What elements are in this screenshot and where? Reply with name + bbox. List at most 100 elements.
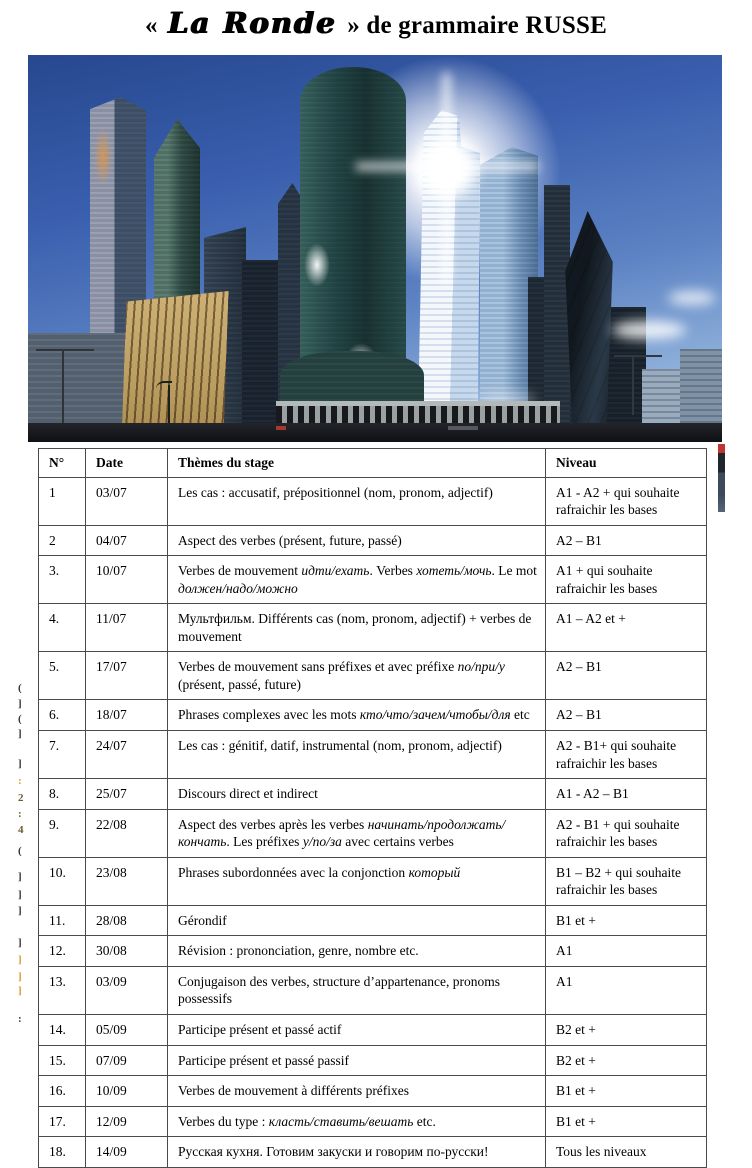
cell-date: 30/08 xyxy=(85,935,168,967)
cell-date: 12/09 xyxy=(85,1105,168,1138)
table-row: 14. 05/09 Participe présent et passé actif… xyxy=(38,1014,707,1046)
cell-theme: Les cas : accusatif, prépositionnel (nom… xyxy=(167,476,546,526)
table-row: 15. 07/09 Participe présent et passé passi… xyxy=(38,1044,707,1077)
table-row: 4. 11/07 Мультфильм. Différents cas (nom, … xyxy=(38,603,707,653)
glass-reflection xyxy=(304,243,330,287)
cell-theme: Русская кухня. Готовим закуски и говорим… xyxy=(167,1136,546,1168)
table-header: N° Date Thèmes du stage Niveau xyxy=(38,448,707,478)
cell-date: 10/09 xyxy=(85,1075,168,1107)
crane-jib xyxy=(614,355,662,357)
moscow-city-photo xyxy=(28,55,722,442)
column-header-2: Thèmes du stage xyxy=(167,448,546,478)
cell-niveau: B1 et + xyxy=(545,1075,707,1107)
title-suffix: de grammaire RUSSE xyxy=(366,12,607,39)
table-row: 9. 22/08 Aspect des verbes après les verbe… xyxy=(38,808,707,858)
cell-theme: Мультфильм. Différents cas (nom, pronom,… xyxy=(167,603,546,653)
clipped-glyph: : xyxy=(18,1014,22,1024)
cell-number: 2 xyxy=(38,524,86,557)
clipped-glyph: ] xyxy=(18,986,22,996)
clipped-image-strip xyxy=(718,444,725,512)
cell-niveau: B1 – B2 + qui souhaite rafraichir les ba… xyxy=(545,856,707,906)
street-lamp-arm xyxy=(156,381,172,391)
cell-number: 1 xyxy=(38,476,86,526)
cell-theme: Phrases complexes avec les mots кто/что/… xyxy=(167,699,546,732)
clipped-glyph: ( xyxy=(18,683,22,693)
table-row: 8. 25/07 Discours direct et indirect A1 - A… xyxy=(38,778,707,810)
cell-number: 15. xyxy=(38,1044,86,1077)
cell-number: 7. xyxy=(38,730,86,780)
cell-theme: Discours direct et indirect xyxy=(167,778,546,810)
cell-theme: Verbes du type : класть/ставить/вешать e… xyxy=(167,1105,546,1138)
cell-niveau: B1 et + xyxy=(545,904,707,937)
cell-number: 18. xyxy=(38,1136,86,1168)
street-lamp xyxy=(168,385,170,442)
table-row: 7. 24/07 Les cas : génitif, datif, instrum… xyxy=(38,730,707,780)
cell-number: 5. xyxy=(38,651,86,701)
sun-ray xyxy=(443,73,450,283)
building-gold-iq xyxy=(121,291,228,442)
cell-theme: Phrases subordonnées avec la conjonction… xyxy=(167,856,546,906)
cell-date: 11/07 xyxy=(85,603,168,653)
cell-date: 04/07 xyxy=(85,524,168,557)
cell-theme: Conjugaison des verbes, structure d’appa… xyxy=(167,965,546,1016)
clipped-glyph: : xyxy=(18,809,22,819)
cell-theme: Participe présent et passé actif xyxy=(167,1014,546,1046)
column-header-3: Niveau xyxy=(545,448,707,478)
building-thin-dark xyxy=(544,185,570,442)
cell-date: 22/08 xyxy=(85,808,168,858)
table-row: 3. 10/07 Verbes de mouvement идти/ехать. V… xyxy=(38,555,707,605)
cell-date: 23/08 xyxy=(85,856,168,906)
cell-niveau: A1 + qui souhaite rafraichir les bases xyxy=(545,555,707,605)
table-row: 6. 18/07 Phrases complexes avec les mots к… xyxy=(38,699,707,732)
cell-niveau: A2 – B1 xyxy=(545,651,707,701)
cell-number: 6. xyxy=(38,699,86,732)
table-row: 12. 30/08 Révision : prononciation, genre,… xyxy=(38,935,707,967)
clipped-glyph: ] xyxy=(18,955,22,965)
cell-theme: Gérondif xyxy=(167,904,546,937)
cell-theme: Verbes de mouvement sans préfixes et ave… xyxy=(167,651,546,701)
schedule-table: N° Date Thèmes du stage Niveau 1 03/07 Les ca… xyxy=(38,448,707,1168)
clipped-glyph: ] xyxy=(18,872,22,882)
cell-niveau: A2 - B1+ qui souhaite rafraichir les bas… xyxy=(545,730,707,780)
cell-theme: Participe présent et passé passif xyxy=(167,1044,546,1077)
cell-number: 14. xyxy=(38,1014,86,1046)
sun-glint xyxy=(94,127,112,187)
cell-date: 14/09 xyxy=(85,1136,168,1168)
cell-date: 03/09 xyxy=(85,965,168,1016)
table-row: 2 04/07 Aspect des verbes (présent, future… xyxy=(38,524,707,557)
cloud xyxy=(612,321,686,339)
crane-mast xyxy=(62,349,64,442)
cell-date: 28/08 xyxy=(85,904,168,937)
table-row: 17. 12/09 Verbes du type : класть/ставить/… xyxy=(38,1105,707,1138)
clipped-glyph: ] xyxy=(18,938,22,948)
clipped-glyph: 2 xyxy=(18,793,24,803)
cell-number: 3. xyxy=(38,555,86,605)
clipped-glyph: ] xyxy=(18,729,22,739)
cell-date: 07/09 xyxy=(85,1044,168,1077)
cell-niveau: Tous les niveaux xyxy=(545,1136,707,1168)
cell-niveau: B1 et + xyxy=(545,1105,707,1138)
cell-theme: Verbes de mouvement идти/ехать. Verbes х… xyxy=(167,555,546,605)
clipped-glyph: ] xyxy=(18,890,22,900)
cell-date: 17/07 xyxy=(85,651,168,701)
table-body: 1 03/07 Les cas : accusatif, prépositionne… xyxy=(38,476,707,1168)
table-row: 16. 10/09 Verbes de mouvement à différents… xyxy=(38,1075,707,1107)
cloud xyxy=(668,291,716,305)
cell-niveau: A1 – A2 et + xyxy=(545,603,707,653)
cell-niveau: A2 – B1 xyxy=(545,699,707,732)
crane-mast xyxy=(632,355,634,415)
page-title: « La Ronde » de grammaire RUSSE xyxy=(0,6,752,40)
cell-niveau: A1 xyxy=(545,935,707,967)
cell-number: 16. xyxy=(38,1075,86,1107)
cell-date: 18/07 xyxy=(85,699,168,732)
cell-theme: Révision : prononciation, genre, nombre … xyxy=(167,935,546,967)
cell-date: 10/07 xyxy=(85,555,168,605)
cell-date: 05/09 xyxy=(85,1014,168,1046)
clipped-glyph: ( xyxy=(18,846,22,856)
cell-niveau: B2 et + xyxy=(545,1014,707,1046)
cell-niveau: A2 - B1 + qui souhaite rafraichir les ba… xyxy=(545,808,707,858)
cell-number: 17. xyxy=(38,1105,86,1138)
cell-niveau: B2 et + xyxy=(545,1044,707,1077)
quote-open: « xyxy=(145,12,158,39)
cell-number: 4. xyxy=(38,603,86,653)
